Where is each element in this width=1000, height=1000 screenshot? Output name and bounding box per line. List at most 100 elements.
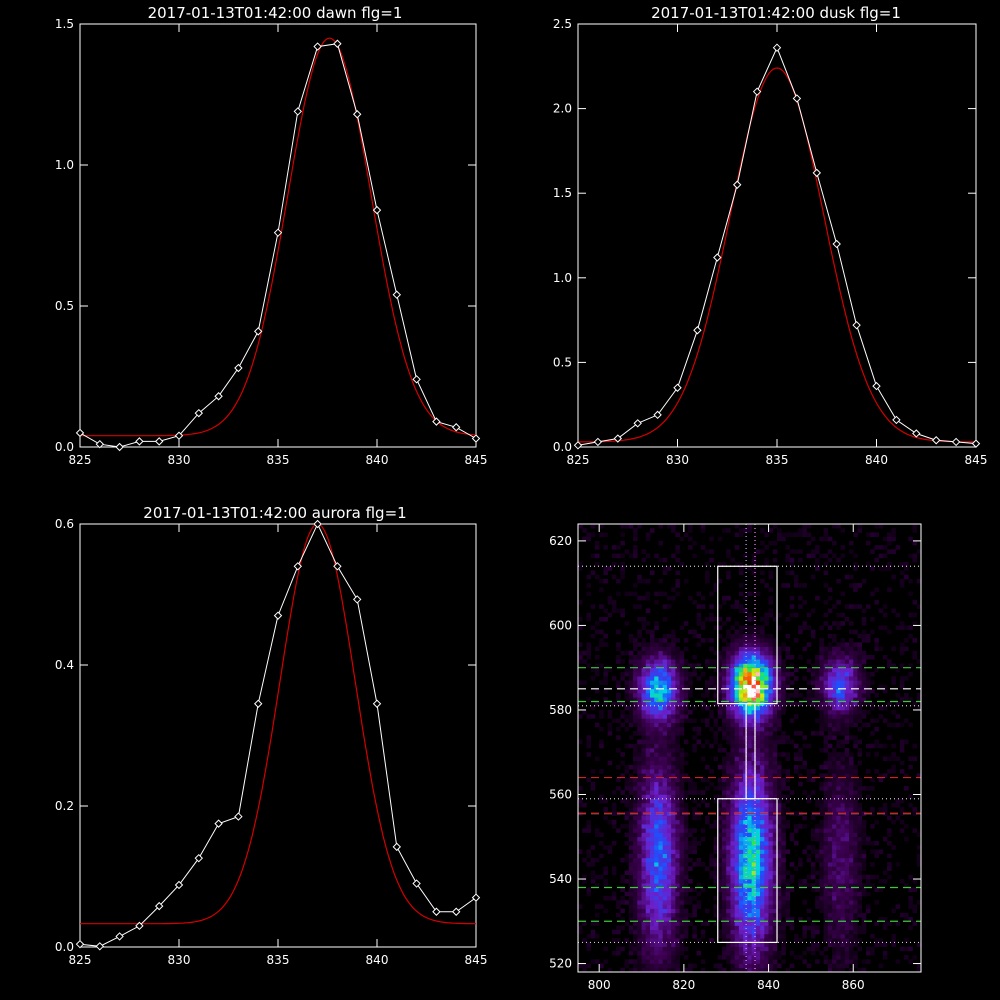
heatmap-cell <box>760 638 765 643</box>
heatmap-cell <box>912 524 918 529</box>
heatmap-cell <box>747 904 752 909</box>
heatmap-cell <box>849 663 854 668</box>
heatmap-cell <box>671 646 676 652</box>
heatmap-cell <box>895 667 901 673</box>
heatmap-cell <box>802 925 807 931</box>
heatmap-cell <box>649 655 655 660</box>
heatmap-cell <box>878 773 884 778</box>
heatmap-cell <box>688 790 693 795</box>
heatmap-cell <box>717 781 723 787</box>
heatmap-cell <box>679 929 685 935</box>
heatmap-cell <box>836 777 841 783</box>
heatmap-cell <box>628 950 634 956</box>
x-tick-label: 825 <box>567 453 590 467</box>
heatmap-cell <box>772 832 778 838</box>
heatmap-cell <box>823 819 829 825</box>
heatmap-cell <box>633 781 638 787</box>
heatmap-cell <box>878 625 884 630</box>
heatmap-cell <box>870 549 875 554</box>
heatmap-cell <box>666 798 672 804</box>
heatmap-cell <box>870 655 875 660</box>
heatmap-cell <box>853 929 858 935</box>
heatmap-cell <box>730 824 735 829</box>
heatmap-cell <box>654 879 659 884</box>
heatmap-cell <box>874 524 879 529</box>
heatmap-cell <box>688 921 693 926</box>
heatmap-cell <box>679 879 685 884</box>
heatmap-cell <box>887 735 892 740</box>
heatmap-cell <box>688 777 693 783</box>
heatmap-cell <box>637 718 642 723</box>
heatmap-cell <box>870 701 875 707</box>
heatmap-cell <box>662 735 668 740</box>
heatmap-cell <box>692 849 697 854</box>
heatmap-cell <box>836 726 841 732</box>
heatmap-cell <box>836 650 841 656</box>
heatmap-cell <box>760 739 765 745</box>
heatmap-cell <box>743 773 748 778</box>
heatmap-cell <box>772 663 778 668</box>
heatmap-cell <box>772 781 778 787</box>
heatmap-cell <box>649 828 655 833</box>
heatmap-cell <box>823 786 829 791</box>
heatmap-cell <box>760 684 765 690</box>
heatmap-cell <box>586 536 591 542</box>
heatmap-cell <box>658 591 663 597</box>
heatmap-cell <box>781 870 786 876</box>
heatmap-cell <box>666 650 672 656</box>
data-point <box>154 901 164 911</box>
heatmap-cell <box>870 671 875 677</box>
heatmap-cell <box>654 904 659 909</box>
heatmap-cell <box>730 857 735 863</box>
heatmap-cell <box>679 748 685 753</box>
heatmap-cell <box>709 726 714 732</box>
heatmap-cell <box>764 562 769 567</box>
heatmap-cell <box>671 760 676 766</box>
heatmap-cell <box>857 659 863 664</box>
heatmap-cell <box>755 638 761 643</box>
heatmap-cell <box>760 743 765 749</box>
heatmap-cell <box>658 815 663 821</box>
heatmap-cell <box>827 655 833 660</box>
heatmap-cell <box>793 549 799 554</box>
heatmap-cell <box>882 811 888 816</box>
heatmap-cell <box>666 853 672 859</box>
heatmap-cell <box>671 688 676 694</box>
heatmap-cell <box>887 659 892 664</box>
heatmap-cell <box>683 853 689 859</box>
heatmap-cell <box>620 650 625 656</box>
heatmap-cell <box>675 840 680 846</box>
heatmap-cell <box>666 802 672 808</box>
heatmap-cell <box>641 908 647 914</box>
heatmap-cell <box>810 680 816 685</box>
heatmap-cell <box>861 917 867 922</box>
heatmap-cell <box>755 946 761 952</box>
heatmap-cell <box>683 777 689 783</box>
heatmap-cell <box>793 840 799 846</box>
heatmap-cell <box>726 959 731 964</box>
heatmap-cell <box>764 874 769 880</box>
heatmap-cell <box>637 714 642 719</box>
heatmap-cell <box>730 925 735 931</box>
heatmap-cell <box>887 874 892 880</box>
heatmap-cell <box>649 769 655 774</box>
heatmap-cell <box>730 900 735 905</box>
heatmap-cell <box>582 659 587 664</box>
heatmap-cell <box>849 705 854 711</box>
heatmap-cell <box>755 650 761 656</box>
heatmap-cell <box>802 933 807 939</box>
heatmap-cell <box>785 819 791 825</box>
heatmap-cell <box>603 879 608 884</box>
heatmap-cell <box>891 908 896 914</box>
heatmap-cell <box>840 815 846 821</box>
heatmap-cell <box>654 726 659 732</box>
heatmap-cell <box>827 709 833 715</box>
heatmap-cell <box>743 633 748 639</box>
heatmap-cell <box>637 676 642 681</box>
heatmap-cell <box>865 959 871 964</box>
heatmap-cell <box>654 786 659 791</box>
heatmap-cell <box>768 756 774 761</box>
heatmap-cell <box>590 676 596 681</box>
heatmap-cell <box>806 524 812 529</box>
heatmap-cell <box>705 578 710 584</box>
